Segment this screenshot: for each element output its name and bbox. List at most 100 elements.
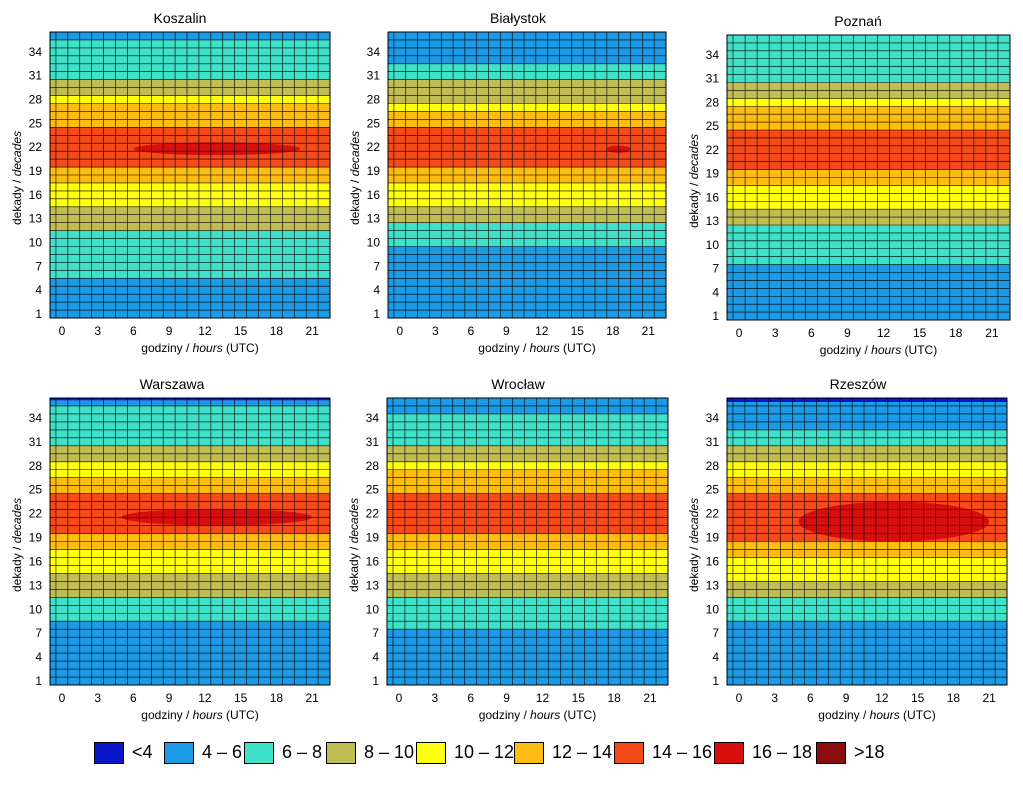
x-tick-label: 6 [467, 691, 474, 705]
x-tick-label: 15 [571, 324, 585, 338]
x-tick-label: 15 [234, 691, 248, 705]
y-tick-label: 34 [29, 45, 43, 59]
y-tick-label: 31 [706, 72, 720, 86]
heatmap-band [387, 493, 668, 534]
heatmap-band [50, 400, 330, 406]
x-tick-label: 3 [94, 691, 101, 705]
x-tick-label: 21 [643, 691, 657, 705]
x-axis-label-text: godziny / [478, 708, 531, 722]
y-axis-label: dekady / decades [687, 497, 701, 591]
y-tick-label: 25 [29, 483, 43, 497]
x-tick-label: 3 [772, 326, 779, 340]
y-tick-label: 13 [367, 212, 381, 226]
x-axis-label-italic: hours [192, 708, 223, 722]
chart-title: Koszalin [153, 10, 207, 26]
chart-title: Rzeszów [829, 376, 887, 392]
legend-label: 12 – 14 [552, 742, 613, 762]
x-tick-label: 0 [396, 691, 403, 705]
grid-lines [727, 34, 1010, 320]
heatmap-band [50, 182, 330, 207]
y-tick-label: 10 [366, 602, 380, 616]
x-tick-label: 12 [877, 326, 891, 340]
x-axis-label-text: godziny / [141, 341, 193, 355]
y-tick-label: 16 [366, 554, 380, 568]
y-tick-label: 16 [29, 554, 43, 568]
heatmap-plot: 1 4 7 10 13 16 19 22 25 28 31 34 0 3 6 9 12 15 18 21 [366, 397, 669, 705]
y-tick-label: 1 [712, 674, 719, 688]
legend-label: 10 – 12 [454, 742, 515, 762]
grid-lines [50, 397, 330, 685]
chart-panels: Koszalin 1 4 7 10 13 16 19 22 25 28 31 34 0 3 6 9 12 15 18 2… [10, 10, 1011, 722]
x-axis-label: godziny / hours (UTC) [398, 708, 678, 722]
x-tick-label: 9 [503, 691, 510, 705]
y-tick-label: 1 [372, 674, 379, 688]
legend-label: 6 – 8 [282, 742, 323, 762]
x-tick-label: 0 [736, 691, 743, 705]
x-tick-label: 6 [130, 324, 137, 338]
legend-swatch [514, 742, 544, 764]
heatmap-plot: 1 4 7 10 13 16 19 22 25 28 31 34 0 3 6 9 12 15 18 21 [29, 31, 331, 338]
x-tick-label: 0 [396, 324, 403, 338]
y-tick-label: 19 [367, 164, 381, 178]
y-tick-label: 7 [35, 626, 42, 640]
heatmap-band [727, 225, 1010, 265]
y-tick-label: 28 [29, 459, 43, 473]
x-tick-label: 15 [234, 324, 248, 338]
y-tick-label: 25 [29, 116, 43, 130]
x-tick-label: 9 [166, 324, 173, 338]
y-tick-label: 7 [373, 259, 380, 273]
y-tick-label: 4 [35, 650, 42, 664]
legend-label: <4 [132, 742, 153, 762]
x-tick-label: 0 [59, 691, 66, 705]
x-tick-label: 18 [606, 324, 620, 338]
heatmap-band [727, 557, 1007, 582]
x-tick-label: 21 [642, 324, 656, 338]
y-tick-label: 4 [712, 285, 719, 299]
y-tick-label: 28 [706, 95, 720, 109]
x-axis-label-text: godziny / [141, 708, 193, 722]
x-tick-label: 21 [985, 326, 999, 340]
heatmap-band [387, 629, 668, 685]
y-tick-label: 19 [366, 531, 380, 545]
heatmap-band [387, 573, 668, 598]
y-tick-label: 7 [35, 259, 42, 273]
heatmap-band [727, 185, 1010, 210]
x-tick-label: 18 [270, 691, 284, 705]
x-tick-label: 6 [467, 324, 474, 338]
x-tick-label: 15 [913, 326, 927, 340]
heatmap-band [388, 222, 666, 247]
y-tick-label: 34 [706, 411, 720, 425]
x-tick-label: 18 [608, 691, 622, 705]
y-tick-label: 31 [366, 435, 380, 449]
x-axis-label-text: godziny / [818, 708, 870, 722]
y-tick-label: 34 [366, 411, 380, 425]
x-tick-label: 6 [807, 691, 814, 705]
chart-title: Warszawa [139, 376, 205, 392]
y-tick-label: 7 [712, 626, 719, 640]
y-axis-label-italic: decades [347, 497, 361, 543]
y-tick-label: 19 [706, 167, 720, 181]
x-tick-label: 3 [431, 691, 438, 705]
x-axis-label-unit: (UTC) [901, 343, 938, 357]
legend-swatch [326, 742, 356, 764]
heatmap-patch [121, 508, 313, 526]
plot-frame [726, 34, 1011, 321]
heatmap-band [50, 206, 330, 231]
y-tick-label: 13 [706, 214, 720, 228]
y-tick-label: 22 [706, 143, 720, 157]
x-axis-label-italic: hours [192, 341, 223, 355]
y-tick-label: 16 [367, 188, 381, 202]
y-tick-label: 22 [706, 507, 720, 521]
heatmap-band [727, 264, 1010, 320]
heatmap-band [727, 98, 1010, 107]
y-tick-label: 34 [367, 45, 381, 59]
y-axis-label: dekady / decades [347, 497, 361, 591]
x-axis-label-unit: (UTC) [559, 341, 596, 355]
x-tick-label: 18 [949, 326, 963, 340]
y-tick-label: 10 [706, 602, 720, 616]
y-tick-label: 4 [35, 283, 42, 297]
x-tick-label: 21 [982, 691, 996, 705]
heatmap-band [50, 597, 330, 622]
heatmap-band [727, 597, 1007, 622]
heatmap-band [387, 549, 668, 574]
